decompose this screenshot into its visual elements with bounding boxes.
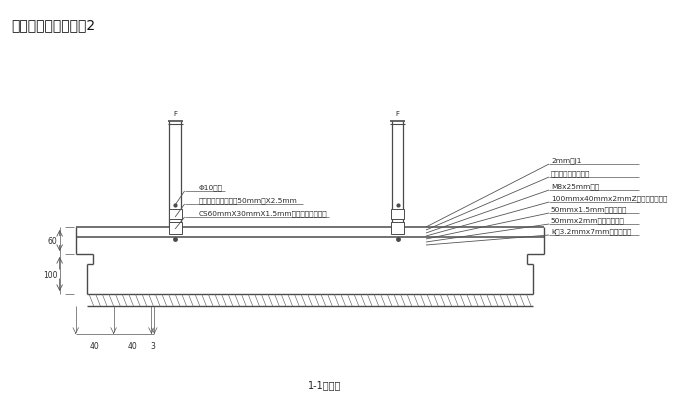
Text: F: F: [396, 111, 399, 117]
Bar: [169, 222, 182, 234]
Text: 3: 3: [151, 341, 155, 350]
Text: 形热镀锌钢质连接件: 形热镀锌钢质连接件: [551, 170, 590, 177]
Text: 100mmx40mmx2mmZ形热镀锌钢龙骨: 100mmx40mmx2mmZ形热镀锌钢龙骨: [551, 195, 667, 202]
Text: M8x25mm螺栓: M8x25mm螺栓: [551, 183, 599, 190]
Text: 60: 60: [48, 237, 58, 245]
Text: 不锈钢主龙骨吊挂件50mm宽X2.5mm: 不锈钢主龙骨吊挂件50mm宽X2.5mm: [199, 197, 298, 203]
Text: 40: 40: [127, 341, 138, 350]
Text: 50mmx2mm不锈钢连接件: 50mmx2mm不锈钢连接件: [551, 217, 625, 224]
Text: 2mm厚J1: 2mm厚J1: [551, 157, 582, 164]
Text: F: F: [173, 111, 177, 117]
Text: 50mmx1.5mm不锈钢弹片: 50mmx1.5mm不锈钢弹片: [551, 206, 627, 213]
Text: 100: 100: [43, 270, 58, 279]
Text: 1-1剖面图: 1-1剖面图: [308, 379, 341, 389]
Text: k形3.2mmx7mm抽芯铝铆钉: k形3.2mmx7mm抽芯铝铆钉: [551, 228, 632, 234]
Text: Φ10吊杆: Φ10吊杆: [199, 184, 223, 190]
Bar: [169, 209, 182, 220]
Text: 40: 40: [90, 341, 99, 350]
Bar: [391, 222, 404, 234]
Text: CS60mmX30mmX1.5mm冷轧热镀锌主龙骨: CS60mmX30mmX1.5mm冷轧热镀锌主龙骨: [199, 210, 327, 216]
Text: 吊顶蜂窝铝板示意图2: 吊顶蜂窝铝板示意图2: [12, 18, 95, 32]
Bar: [391, 209, 404, 220]
